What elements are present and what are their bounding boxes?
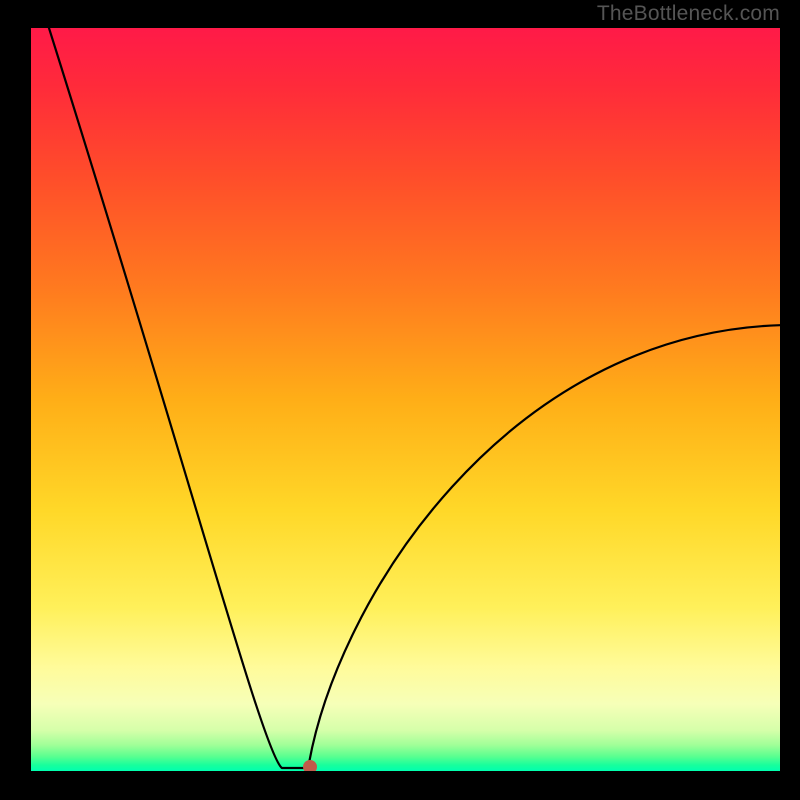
bottleneck-chart (31, 28, 780, 771)
optimum-marker (303, 760, 317, 771)
watermark-text: TheBottleneck.com (597, 2, 780, 26)
bottleneck-curve (31, 28, 780, 771)
